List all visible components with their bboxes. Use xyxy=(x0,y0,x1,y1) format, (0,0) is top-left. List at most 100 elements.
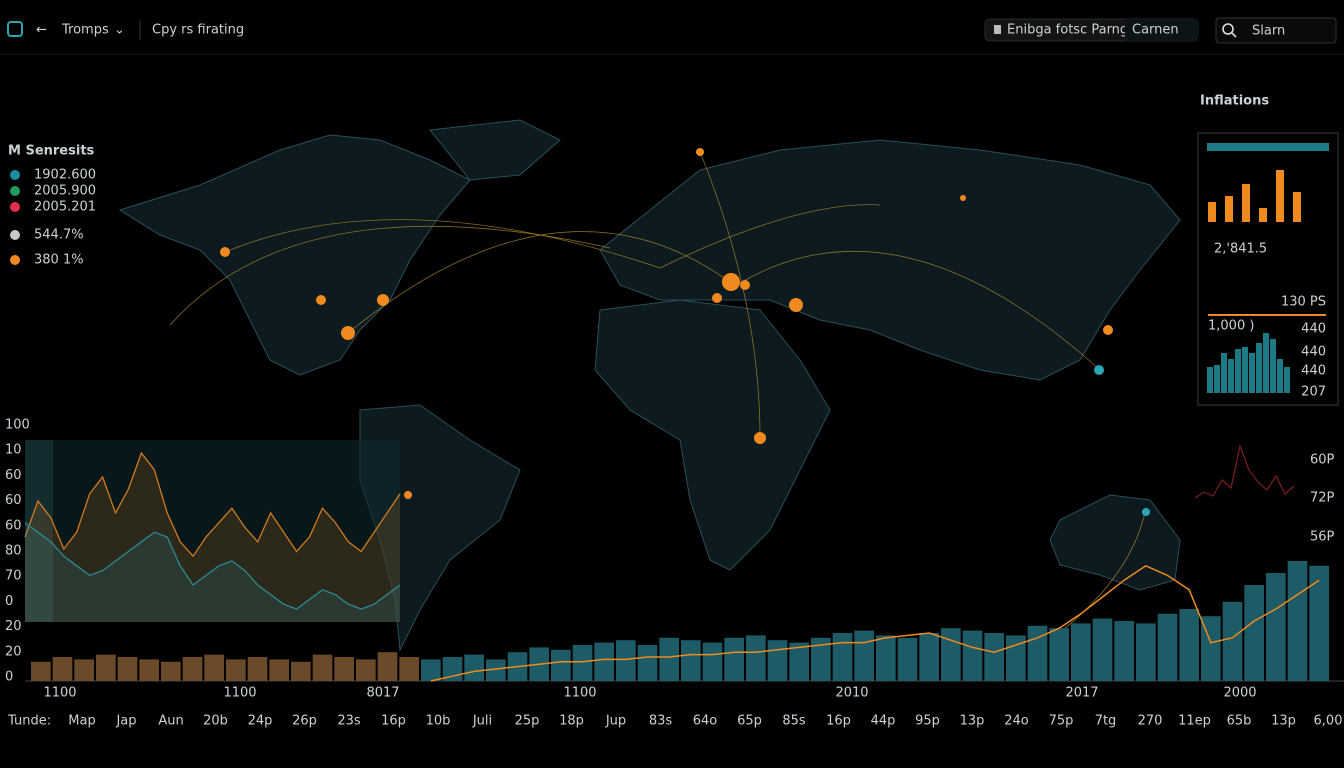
city-marker[interactable] xyxy=(341,326,355,340)
legend-label: 1902.600 xyxy=(34,168,96,183)
logo[interactable] xyxy=(7,21,23,37)
city-marker[interactable] xyxy=(316,295,326,305)
area-line xyxy=(24,451,401,558)
city-marker[interactable] xyxy=(1094,365,1104,375)
bar xyxy=(31,661,51,681)
city-marker[interactable] xyxy=(740,280,750,290)
panel-value: 2,'841.5 xyxy=(1214,242,1267,257)
row-label: Juli xyxy=(472,714,492,729)
topbar: ← Tromps ⌄ Cpy rs firating Enibga fotsc … xyxy=(0,17,1344,55)
bottom-chart: 100 10 60 60 60 80 70 0 20 20 0 1100 1100 8017 1100 201… xyxy=(5,418,1342,729)
city-marker[interactable] xyxy=(220,247,230,257)
city-marker[interactable] xyxy=(789,298,803,312)
bar xyxy=(897,637,918,681)
year-label: 8017 xyxy=(366,686,399,701)
year-label: 2017 xyxy=(1065,686,1098,701)
city-marker[interactable] xyxy=(712,293,722,303)
filter-label[interactable]: Enibga fotsc Parnganca xyxy=(1007,23,1160,38)
bar xyxy=(377,652,398,681)
city-marker[interactable] xyxy=(377,294,389,306)
y-tick-label: 0 xyxy=(5,670,13,685)
y-tick-label: 10 xyxy=(5,443,22,458)
bar xyxy=(616,640,636,681)
row-label: 26p xyxy=(292,714,317,729)
city-marker[interactable] xyxy=(696,148,704,156)
app-menu[interactable]: Tromps xyxy=(61,23,109,38)
row-label: 83s xyxy=(649,714,673,729)
bar xyxy=(161,661,181,681)
year-label: 1100 xyxy=(43,686,76,701)
y-tick-label: 0 xyxy=(5,594,13,609)
y-tick-label: 60 xyxy=(5,468,22,483)
bar xyxy=(572,645,593,681)
page-title: Cpy rs firating xyxy=(152,23,244,38)
route xyxy=(1049,511,1146,641)
bar xyxy=(876,635,896,681)
bar xyxy=(919,633,939,681)
trend-line xyxy=(430,564,1320,682)
mini-bar xyxy=(1235,349,1241,393)
bar xyxy=(1309,565,1329,681)
legend-swatch xyxy=(10,202,20,212)
route xyxy=(224,219,661,269)
bar xyxy=(312,654,333,681)
filter-value[interactable]: Carnen xyxy=(1132,23,1179,38)
mini-bar xyxy=(1242,347,1248,393)
y-tick-label: 60 xyxy=(5,493,22,508)
search-box[interactable] xyxy=(1215,17,1337,44)
bar xyxy=(1049,628,1069,681)
panel-axis-label: 207 xyxy=(1301,385,1326,400)
bar xyxy=(702,642,723,681)
city-marker[interactable] xyxy=(404,491,412,499)
bar xyxy=(399,657,419,681)
row-label: 95p xyxy=(915,714,940,729)
row-label: 24p xyxy=(248,714,273,729)
route xyxy=(739,250,1101,371)
row-label: 44p xyxy=(871,714,896,729)
row-label: 85s xyxy=(782,714,806,729)
row-label: Map xyxy=(68,714,95,729)
row-label: 6,00 xyxy=(1314,714,1343,729)
search-icon-handle xyxy=(1231,32,1237,38)
side-label: 72P xyxy=(1310,491,1335,506)
mini-bar xyxy=(1270,339,1276,393)
panel-axis-label: 440 xyxy=(1301,364,1326,379)
city-marker[interactable] xyxy=(754,432,766,444)
row-label: 20b xyxy=(203,714,228,729)
legend-swatch xyxy=(10,230,20,240)
search-icon xyxy=(1222,23,1234,35)
panel-header-bar xyxy=(1207,143,1329,151)
africa xyxy=(594,299,831,571)
year-label: 2000 xyxy=(1223,686,1256,701)
bar xyxy=(356,659,376,681)
search-text[interactable]: Slarn xyxy=(1252,24,1285,39)
eurasia xyxy=(599,139,1181,381)
lock-icon xyxy=(994,25,1001,34)
legend-swatch xyxy=(10,255,20,265)
row-label: 24o xyxy=(1004,714,1029,729)
mini-bar xyxy=(1284,367,1290,393)
city-marker[interactable] xyxy=(1142,508,1150,516)
bar xyxy=(767,640,788,681)
filter-select[interactable] xyxy=(1125,19,1198,41)
bar xyxy=(74,659,94,681)
city-marker[interactable] xyxy=(722,273,740,291)
inflation-bar xyxy=(1225,196,1233,222)
mini-bar xyxy=(1256,343,1262,393)
bar xyxy=(247,657,268,681)
back-button[interactable]: ← xyxy=(36,23,47,38)
row-label: 11ep xyxy=(1178,714,1211,729)
bar xyxy=(269,659,289,681)
row-label: 23s xyxy=(337,714,361,729)
side-label: 60P xyxy=(1310,453,1335,468)
city-marker[interactable] xyxy=(1103,325,1113,335)
bar xyxy=(1266,573,1286,681)
inflation-bar xyxy=(1293,192,1301,222)
chevron[interactable]: ⌄ xyxy=(114,23,125,38)
city-marker[interactable] xyxy=(960,195,966,201)
panel-label: 130 PS xyxy=(1281,295,1326,310)
row-title: Tunde: xyxy=(7,714,51,729)
bar xyxy=(681,640,701,681)
legend-swatch xyxy=(10,170,20,180)
